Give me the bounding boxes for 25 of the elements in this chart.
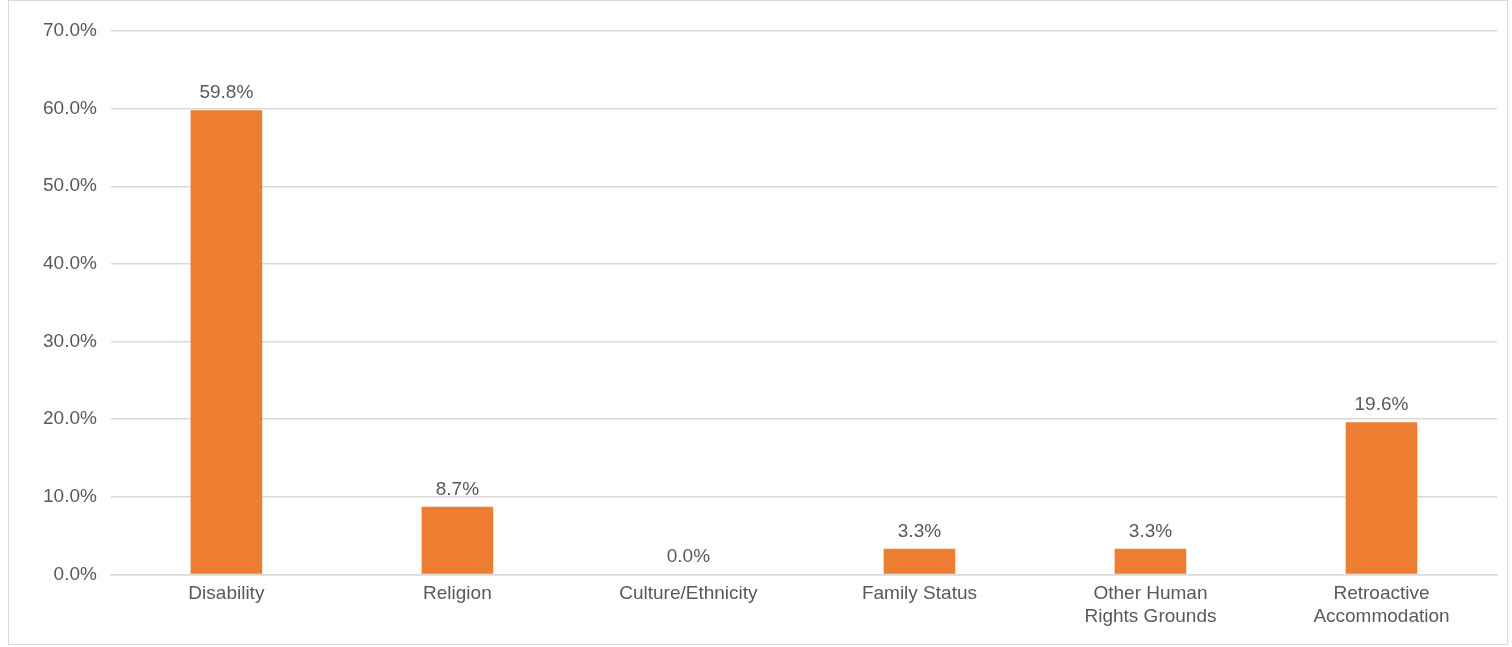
bar [190,110,263,574]
y-tick-label: 70.0% [43,19,97,41]
y-tick-label: 30.0% [43,329,97,351]
bar [1345,422,1418,574]
data-label: 8.7% [435,477,480,499]
y-tick-label: 60.0% [43,96,97,118]
x-tick-label: Other Human Rights Grounds [1084,582,1217,626]
bar [421,506,494,574]
data-label: 0.0% [666,545,711,567]
y-tick-label: 0.0% [53,562,97,584]
data-label: 3.3% [897,519,942,541]
x-tick-label: Religion [423,582,492,604]
x-tick-label: Disability [188,582,265,604]
data-label: 59.8% [199,80,254,102]
x-tick-label: Family Status [861,582,977,604]
y-tick-label: 40.0% [43,252,97,274]
bar [883,548,956,574]
y-tick-label: 20.0% [43,407,97,429]
y-tick-label: 10.0% [43,485,97,507]
bar [1114,548,1187,574]
y-tick-label: 50.0% [43,174,97,196]
data-label: 19.6% [1354,392,1409,414]
x-tick-label: Culture/Ethnicity [619,582,759,604]
data-label: 3.3% [1128,519,1173,541]
x-tick-label: Retroactive Accommodation [1313,582,1450,626]
